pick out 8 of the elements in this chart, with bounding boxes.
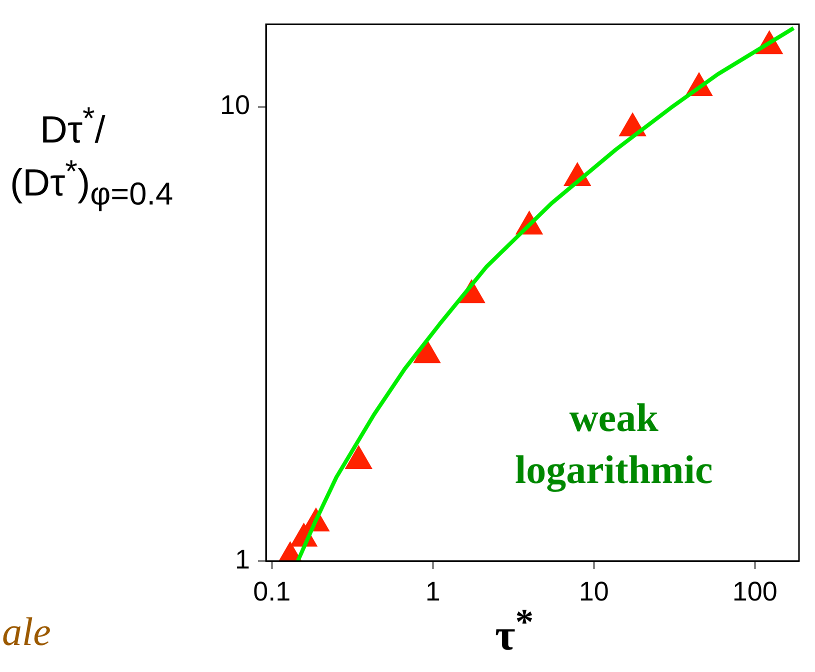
x-tick-label: 100: [732, 576, 778, 607]
x-tick-label: 1: [425, 576, 440, 607]
x-tick-label: 0.1: [253, 576, 291, 607]
x-axis-title: τ$^{*}$: [495, 600, 534, 661]
text: ale: [2, 608, 51, 655]
x-tick-label: 10: [578, 576, 609, 607]
annotation: weak logarithmic: [515, 394, 713, 494]
y-axis-title: Dτ$^{*}$/(Dτ$^{*}$)$_{φ=0.4}$: [10, 100, 174, 212]
